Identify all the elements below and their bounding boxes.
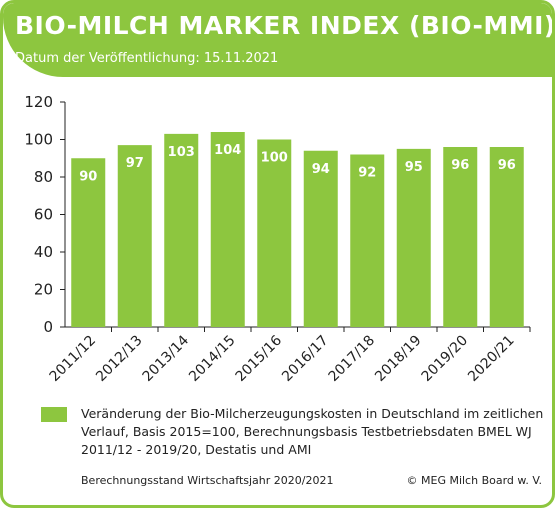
y-tick-label: 80 — [34, 168, 53, 186]
bar — [257, 139, 292, 327]
bar-data-label: 104 — [214, 143, 241, 158]
x-tick-label: 2019/20 — [419, 333, 471, 385]
x-tick-label: 2011/12 — [47, 333, 99, 385]
y-tick-label: 20 — [34, 281, 53, 299]
bar-data-label: 90 — [79, 169, 97, 184]
y-tick-label: 40 — [34, 243, 53, 261]
x-tick-label: 2017/18 — [326, 333, 378, 385]
bar-data-label: 100 — [261, 151, 288, 166]
y-tick-label: 120 — [24, 93, 53, 111]
x-tick-label: 2016/17 — [279, 333, 331, 385]
legend-text: Veränderung der Bio-Milcherzeugungskoste… — [81, 406, 544, 457]
x-tick-label: 2013/14 — [140, 332, 193, 385]
bar-data-label: 96 — [451, 158, 469, 173]
bar-data-label: 94 — [312, 162, 330, 177]
publication-date: Datum der Veröffentlichung: 15.11.2021 — [15, 51, 279, 66]
bar-data-label: 97 — [126, 156, 144, 171]
x-tick-label: 2020/21 — [465, 333, 517, 385]
bar — [71, 158, 106, 327]
x-tick-label: 2012/13 — [93, 333, 145, 385]
y-tick-label: 100 — [24, 131, 53, 149]
y-tick-label: 0 — [43, 318, 53, 336]
legend-swatch — [41, 407, 67, 422]
bar-data-label: 92 — [358, 166, 376, 181]
footer-calculation-note: Berechnungsstand Wirtschaftsjahr 2020/20… — [81, 474, 334, 487]
header-banner: BIO-MILCH MARKER INDEX (BIO-MMI) Datum d… — [3, 3, 552, 77]
bar-data-label: 95 — [405, 160, 423, 175]
bar-data-label: 103 — [168, 145, 195, 160]
y-tick-label: 60 — [34, 206, 53, 224]
bar — [443, 147, 478, 327]
bar — [117, 145, 152, 327]
bar — [489, 147, 524, 327]
bar-chart: 0 20 40 60 80 100 120 90 2011/12 97 2012/13 103 2013… — [24, 93, 531, 385]
x-tick-label: 2018/19 — [372, 333, 424, 385]
bar — [164, 133, 199, 327]
chart-title: BIO-MILCH MARKER INDEX (BIO-MMI) — [15, 11, 555, 40]
bar — [210, 132, 245, 327]
bar-data-label: 96 — [498, 158, 516, 173]
bar — [396, 148, 431, 327]
x-tick-label: 2014/15 — [186, 333, 238, 385]
bar — [350, 154, 385, 327]
x-tick-label: 2015/16 — [233, 332, 286, 385]
bar — [303, 150, 338, 327]
footer-copyright: © MEG Milch Board w. V. — [406, 474, 543, 487]
